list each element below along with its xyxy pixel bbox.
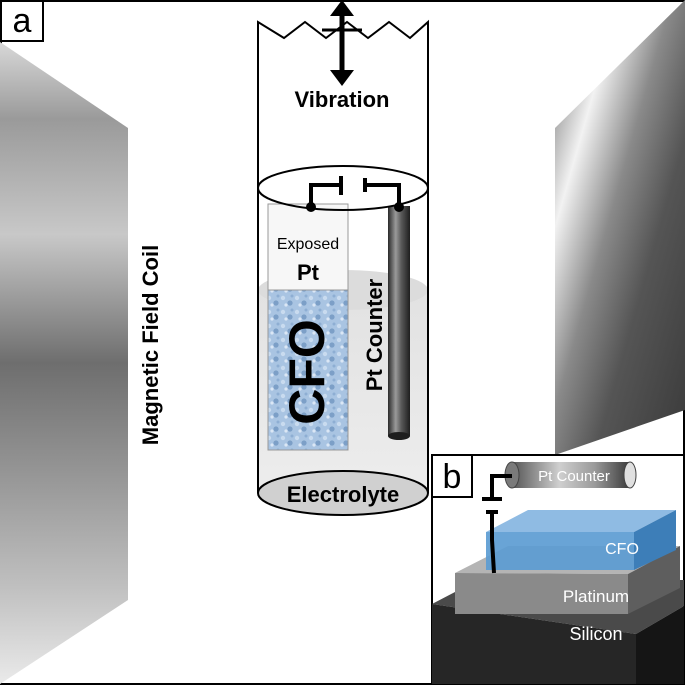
right-magnetic-coil (555, 0, 685, 455)
vibration-arrow-icon (322, 0, 362, 86)
panel-b-battery-wiring-icon (482, 474, 512, 574)
holder-zigzag-top (257, 19, 429, 188)
pt-label: Pt (297, 260, 320, 285)
cfo-label: CFO (279, 319, 335, 425)
vibration-label: Vibration (295, 87, 390, 112)
left-magnetic-coil (0, 42, 128, 684)
panel-b-label-box (431, 454, 473, 498)
exposed-pt-region (267, 203, 349, 291)
panel-b: b Silicon Platinum CFO Pt Counter (431, 454, 685, 685)
electrolyte-label: Electrolyte (287, 482, 400, 507)
panel-a-label-box (0, 0, 44, 42)
pt-counter-rod-tip (388, 432, 410, 440)
electrochemical-cell: Exposed Pt CFO Pt Counter Electrolyte (257, 165, 429, 516)
cfo-layer (486, 510, 676, 570)
battery-wiring-icon (306, 176, 404, 212)
cfo-layer-label: CFO (605, 541, 639, 558)
silicon-label: Silicon (569, 624, 622, 644)
cell-top-rim (257, 165, 429, 211)
panel-a-label: a (13, 2, 32, 40)
pt-counter-rod (388, 206, 410, 436)
cell-bottom (257, 470, 429, 516)
panel-b-label: b (443, 458, 462, 496)
exposed-label: Exposed (277, 236, 339, 253)
pt-counter-label: Pt Counter (362, 278, 387, 391)
pt-counter-cylinder-label: Pt Counter (538, 468, 610, 485)
cfo-electrode (267, 289, 349, 451)
coil-label: Magnetic Field Coil (138, 245, 163, 445)
platinum-label: Platinum (563, 587, 629, 606)
pt-counter-cylinder (504, 461, 637, 489)
